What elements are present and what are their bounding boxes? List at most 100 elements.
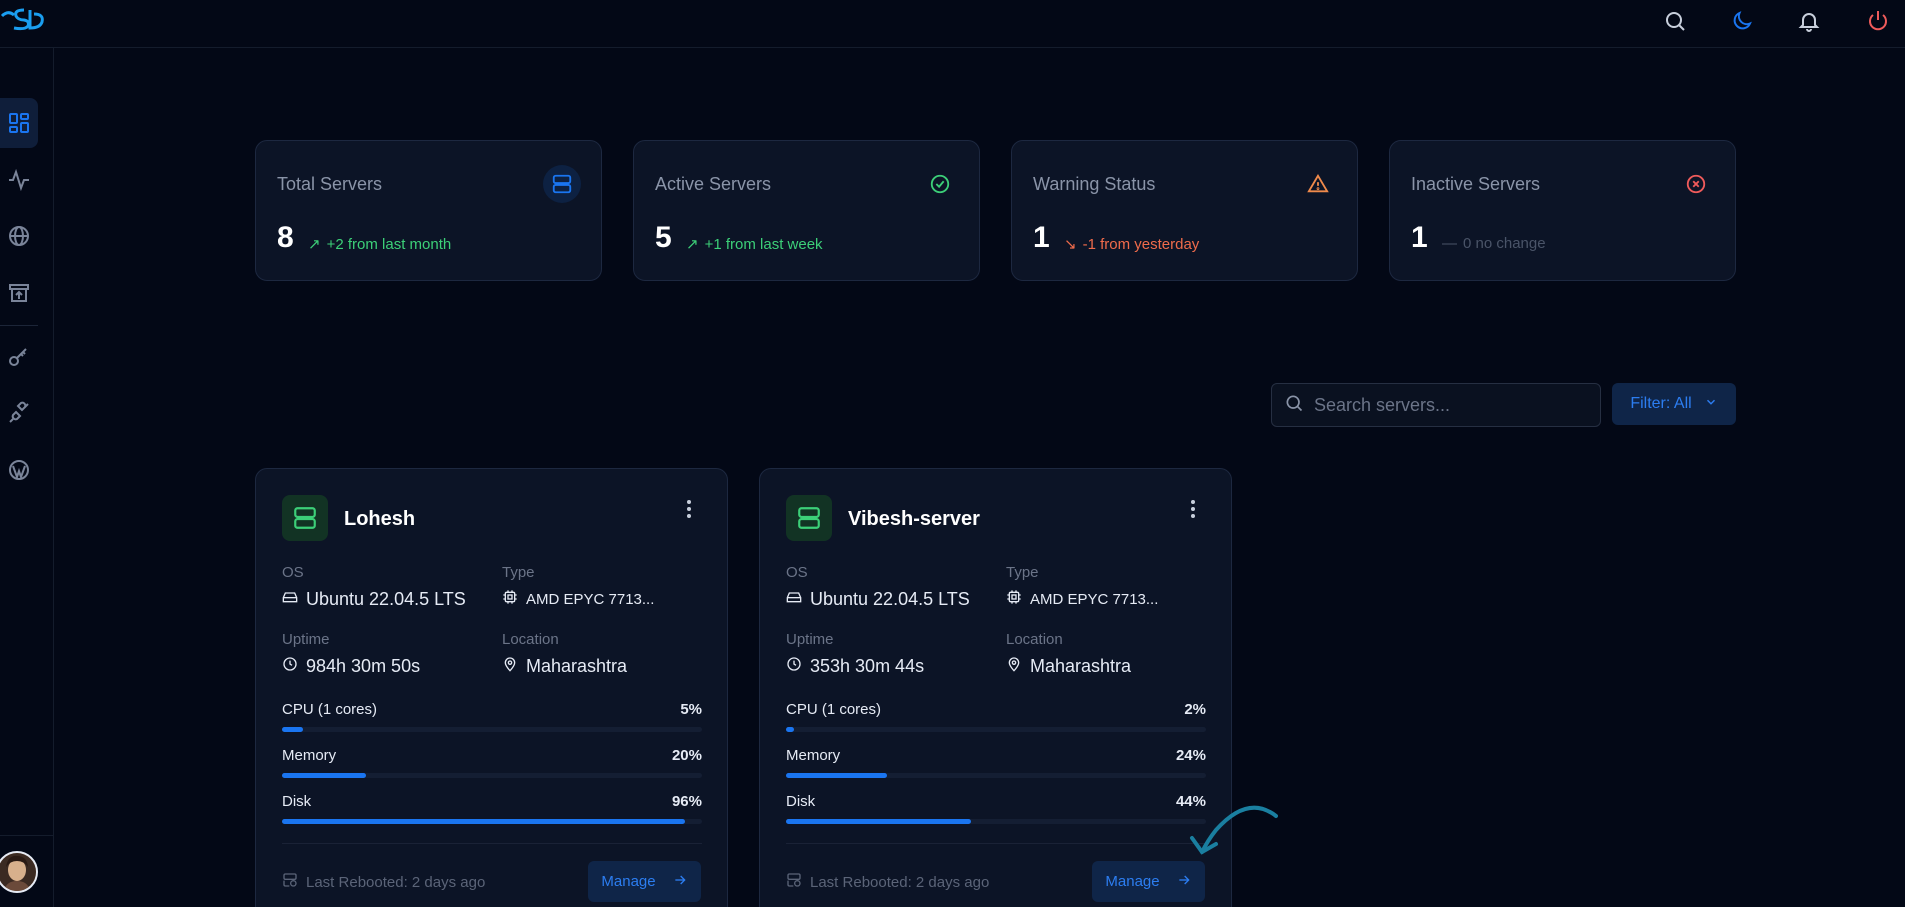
clock-icon — [786, 656, 802, 677]
os-label: OS — [786, 564, 808, 581]
location-value: Maharashtra — [1006, 656, 1131, 677]
stat-value: 1 — [1033, 221, 1050, 254]
progress-track — [786, 819, 1206, 824]
stat-card-active: Active Servers 5 ↗ +1 from last week — [633, 140, 980, 281]
stat-delta: ↗ +2 from last month — [308, 235, 452, 254]
location-label: Location — [502, 631, 559, 648]
filter-button[interactable]: Filter: All — [1612, 383, 1736, 425]
metric-label: Disk — [282, 793, 312, 810]
curved-arrow-icon — [1188, 800, 1278, 860]
progress-track — [786, 773, 1206, 778]
cpu-icon — [502, 589, 518, 609]
top-bar — [0, 0, 1905, 48]
power-icon[interactable] — [1863, 6, 1893, 36]
map-pin-icon — [1006, 656, 1022, 677]
stat-title: Inactive Servers — [1411, 174, 1541, 194]
more-options-icon[interactable] — [681, 496, 697, 522]
last-rebooted: Last Rebooted: 2 days ago — [786, 872, 989, 892]
app-logo[interactable] — [0, 6, 48, 32]
stat-delta-text: 0 no change — [1463, 235, 1546, 252]
bell-icon[interactable] — [1794, 6, 1824, 36]
warning-icon — [1299, 165, 1337, 203]
search-icon — [1284, 393, 1304, 418]
progress-track — [282, 819, 702, 824]
progress-fill — [786, 819, 971, 824]
search-box — [1271, 383, 1601, 427]
trend-up-icon: ↗ — [308, 236, 321, 253]
progress-fill — [786, 727, 795, 732]
trend-up-icon: ↗ — [686, 236, 699, 253]
clock-icon — [282, 656, 298, 677]
avatar[interactable] — [0, 851, 38, 893]
search-input[interactable] — [1314, 394, 1594, 416]
type-value: AMD EPYC 7713... — [502, 589, 654, 609]
metric-value: 44% — [1175, 793, 1206, 810]
wordpress-icon[interactable] — [0, 445, 38, 495]
metric-label: CPU (1 cores) — [282, 701, 378, 718]
map-pin-icon — [502, 656, 518, 677]
stat-delta-text: +2 from last month — [326, 235, 452, 253]
progress-fill — [786, 773, 887, 778]
server-name: Vibesh-server — [848, 508, 980, 530]
more-options-icon[interactable] — [1185, 496, 1201, 522]
metric-label: Memory — [282, 747, 337, 764]
server-card: Vibesh-server OS Ubuntu 22.04.5 LTS Type… — [759, 468, 1232, 907]
metric-value: 2% — [1184, 701, 1206, 718]
search-icon[interactable] — [1660, 6, 1690, 36]
stat-value: 1 — [1411, 221, 1428, 254]
key-icon[interactable] — [0, 332, 38, 382]
archive-icon[interactable] — [0, 268, 38, 318]
type-label: Type — [502, 564, 535, 581]
server-card: Lohesh OS Ubuntu 22.04.5 LTS Type AMD EP… — [255, 468, 728, 907]
check-circle-icon — [921, 165, 959, 203]
last-rebooted: Last Rebooted: 2 days ago — [282, 872, 485, 892]
metric-label: Memory — [786, 747, 841, 764]
progress-fill — [282, 727, 303, 732]
stat-card-inactive: Inactive Servers 1 — 0 no change — [1389, 140, 1736, 281]
uptime-label: Uptime — [786, 631, 834, 648]
metric-value: 5% — [680, 701, 702, 718]
stat-delta: — 0 no change — [1442, 235, 1546, 252]
card-divider — [786, 843, 1206, 844]
stat-card-warning: Warning Status 1 ↘ -1 from yesterday — [1011, 140, 1358, 281]
type-label: Type — [1006, 564, 1039, 581]
activity-icon[interactable] — [0, 155, 38, 205]
sidebar-divider — [0, 325, 38, 326]
filter-label: Filter: All — [1630, 395, 1692, 412]
arrow-right-icon — [1176, 872, 1192, 892]
metric-value: 96% — [671, 793, 702, 810]
manage-button[interactable]: Manage — [1092, 861, 1205, 902]
globe-icon[interactable] — [0, 211, 38, 261]
hard-drive-icon — [786, 589, 802, 610]
stat-delta: ↘ -1 from yesterday — [1064, 235, 1199, 254]
uptime-label: Uptime — [282, 631, 330, 648]
type-value: AMD EPYC 7713... — [1006, 589, 1158, 609]
plug-icon[interactable] — [0, 388, 38, 438]
trend-down-icon: ↘ — [1064, 236, 1077, 253]
dashboard-icon[interactable] — [0, 98, 38, 148]
arrow-right-icon — [672, 872, 688, 892]
stat-value: 8 — [277, 221, 294, 254]
stat-delta: ↗ +1 from last week — [686, 235, 823, 254]
stat-title: Total Servers — [277, 174, 383, 194]
sidebar — [0, 48, 54, 907]
stat-value: 5 — [655, 221, 672, 254]
os-value: Ubuntu 22.04.5 LTS — [786, 589, 970, 610]
stat-title: Active Servers — [655, 174, 772, 194]
stat-title: Warning Status — [1033, 174, 1156, 194]
metric-value: 20% — [671, 747, 702, 764]
progress-track — [786, 727, 1206, 732]
moon-icon[interactable] — [1727, 6, 1757, 36]
server-clock-icon — [786, 872, 802, 892]
metric-label: CPU (1 cores) — [786, 701, 882, 718]
server-name: Lohesh — [344, 508, 416, 530]
manage-button[interactable]: Manage — [588, 861, 701, 902]
uptime-value: 353h 30m 44s — [786, 656, 924, 677]
progress-track — [282, 727, 702, 732]
stat-delta-text: +1 from last week — [704, 235, 823, 253]
stat-card-total: Total Servers 8 ↗ +2 from last month — [255, 140, 602, 281]
location-value: Maharashtra — [502, 656, 627, 677]
hard-drive-icon — [282, 589, 298, 610]
progress-track — [282, 773, 702, 778]
uptime-value: 984h 30m 50s — [282, 656, 420, 677]
